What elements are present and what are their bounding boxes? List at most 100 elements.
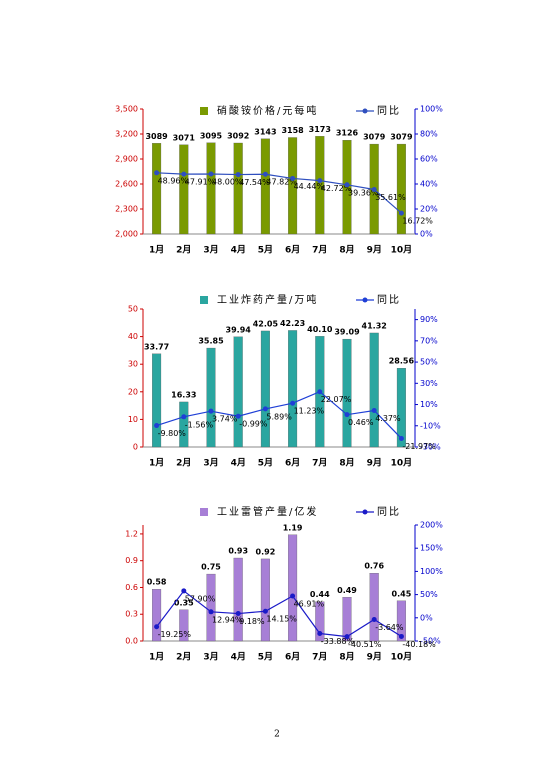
line-label: 11.23% (294, 407, 325, 416)
y-tick-label: 10 (128, 415, 138, 424)
bar (396, 368, 406, 448)
line-marker (398, 210, 404, 216)
line-marker (181, 414, 187, 420)
bar (396, 143, 406, 235)
bar-label: 42.05 (253, 319, 279, 328)
bar-label: 3092 (227, 132, 249, 141)
bar (288, 330, 298, 448)
line-label: -21.97% (402, 442, 436, 451)
line (156, 391, 402, 439)
bar-label: 0.92 (256, 547, 276, 556)
line-label: 0.46% (348, 418, 374, 427)
x-tick-label: 4月 (231, 458, 246, 469)
y2-tick-label: 0% (420, 613, 433, 622)
line-marker (262, 608, 268, 614)
line-label: 9.18% (239, 617, 265, 626)
line-marker (235, 413, 241, 419)
x-tick-label: 7月 (312, 245, 327, 256)
x-tick-label: 2月 (176, 652, 191, 663)
line-marker (262, 406, 268, 412)
x-tick-label: 7月 (312, 652, 327, 663)
x-tick-label: 4月 (231, 245, 246, 256)
y2-tick-label: 0% (420, 230, 433, 239)
legend-marker (362, 509, 368, 515)
line-marker (371, 408, 377, 414)
y2-tick-label: 50% (420, 358, 438, 367)
line-marker (371, 616, 377, 622)
x-tick-label: 10月 (391, 652, 413, 663)
page-number: 2 (274, 730, 280, 740)
y-tick-label: 3,500 (115, 105, 138, 114)
line-label: 42.72% (321, 184, 352, 193)
line-label: -0.99% (239, 420, 268, 429)
line-label: 39.36% (348, 188, 379, 197)
x-tick-label: 5月 (258, 458, 273, 469)
bar-label: 3095 (200, 131, 223, 140)
line-marker (235, 611, 241, 617)
x-tick-label: 1月 (149, 245, 164, 256)
y-tick-label: 20 (128, 387, 138, 396)
legend-marker (362, 108, 368, 114)
bar (315, 136, 325, 235)
x-tick-label: 8月 (339, 458, 354, 469)
line-marker (344, 412, 350, 418)
bar (396, 600, 406, 642)
bar (288, 534, 298, 642)
x-tick-label: 9月 (367, 652, 382, 663)
x-tick-label: 1月 (149, 458, 164, 469)
bar-label: 0.58 (147, 578, 167, 587)
bar (369, 573, 379, 642)
x-tick-label: 5月 (258, 652, 273, 663)
legend-label: 工业雷管产量/亿发 (217, 505, 318, 518)
x-tick-label: 9月 (367, 245, 382, 256)
y2-tick-label: 50% (420, 590, 438, 599)
bar (206, 347, 216, 448)
bar-label: 0.49 (337, 586, 357, 595)
x-tick-label: 10月 (391, 458, 413, 469)
line-marker (154, 624, 160, 630)
bar (288, 137, 298, 235)
y2-tick-label: 90% (420, 315, 438, 324)
line-label: 22.07% (321, 395, 352, 404)
bar-label: 0.75 (201, 563, 221, 572)
bar (179, 609, 189, 642)
x-tick-label: 3月 (203, 245, 218, 256)
legend-label: 同比 (377, 294, 401, 306)
x-tick-label: 5月 (258, 245, 273, 256)
bar-label: 33.77 (144, 342, 169, 351)
line-label: 12.94% (212, 615, 243, 624)
legend-swatch (200, 296, 208, 304)
bar (342, 597, 352, 642)
line-marker (398, 435, 404, 441)
x-tick-label: 3月 (203, 652, 218, 663)
line-marker (290, 175, 296, 181)
line-marker (290, 400, 296, 406)
line-label: 3.74% (212, 415, 238, 424)
bar-label: 3079 (390, 133, 413, 142)
bar (152, 589, 162, 642)
y2-tick-label: -50% (420, 637, 441, 646)
y2-tick-label: 60% (420, 155, 438, 164)
bar-label: 3071 (173, 133, 196, 142)
y-tick-label: 3,200 (115, 130, 138, 139)
bar (342, 338, 352, 448)
line-label: 5.89% (266, 412, 292, 421)
bar (315, 601, 325, 642)
x-tick-label: 8月 (339, 245, 354, 256)
y2-tick-label: 100% (420, 105, 443, 114)
bar-label: 42.23 (280, 319, 305, 328)
bar (260, 558, 270, 642)
line-marker (208, 408, 214, 414)
line-marker (154, 423, 160, 429)
y2-tick-label: -30% (420, 443, 441, 452)
x-tick-label: 7月 (312, 458, 327, 469)
y-tick-label: 0.9 (125, 556, 138, 565)
legend-label: 同比 (377, 105, 401, 117)
x-tick-label: 3月 (203, 458, 218, 469)
x-tick-label: 6月 (285, 652, 300, 663)
bar-label: 0.35 (174, 598, 194, 607)
bar-label: 28.56 (389, 357, 415, 366)
line-label: -33.88% (321, 637, 355, 646)
x-tick-label: 6月 (285, 458, 300, 469)
bar-label: 0.45 (392, 589, 412, 598)
